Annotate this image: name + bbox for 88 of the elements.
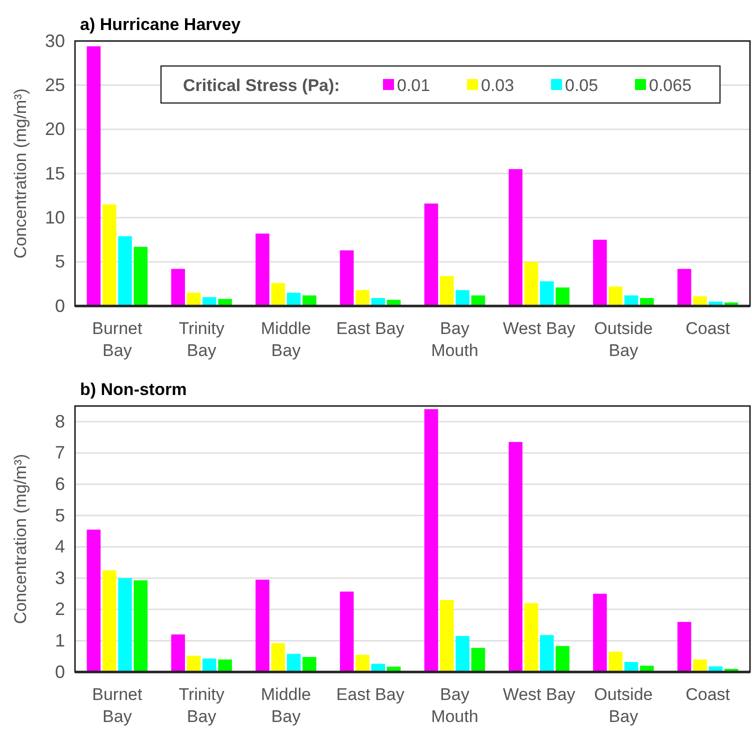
- bar: [286, 654, 301, 672]
- bar: [202, 658, 216, 672]
- bar: [677, 268, 692, 306]
- x-tick-label: Coast: [686, 685, 730, 704]
- x-tick-label: West Bay: [502, 319, 576, 338]
- bar: [134, 246, 148, 306]
- bar: [86, 46, 101, 306]
- y-tick-label: 8: [54, 411, 65, 432]
- legend-title: Critical Stress (Pa):: [183, 76, 340, 95]
- y-tick-label: 7: [54, 442, 65, 463]
- bar: [608, 286, 622, 306]
- x-tick-label: West Bay: [502, 685, 576, 704]
- bar: [256, 580, 270, 672]
- bar: [440, 600, 454, 672]
- bar: [440, 276, 454, 306]
- bar: [302, 656, 316, 672]
- y-tick-label: 25: [44, 74, 65, 95]
- bar: [540, 635, 554, 672]
- bar: [102, 204, 116, 306]
- bar: [340, 250, 354, 306]
- bar: [356, 290, 370, 306]
- x-tick-label: Burnet Bay: [92, 319, 143, 360]
- bar: [424, 409, 438, 672]
- y-tick-label: 5: [54, 252, 65, 272]
- legend-label: 0.01: [397, 76, 430, 95]
- legend-label: 0.03: [481, 76, 514, 95]
- bar: [118, 578, 132, 672]
- bar: [424, 204, 438, 306]
- bar: [118, 236, 132, 306]
- y-tick-label: 20: [44, 119, 65, 140]
- chart-title: b) Non-storm: [80, 380, 187, 399]
- y-tick-label: 2: [54, 599, 65, 620]
- x-tick-label: Trinity Bay: [178, 319, 225, 360]
- x-tick-label: Bay Mouth: [431, 685, 478, 726]
- bar: [593, 240, 607, 306]
- x-tick-label: East Bay: [336, 319, 405, 338]
- bar: [524, 603, 538, 672]
- y-axis-title: Concentration (mg/m³): [11, 88, 30, 259]
- bar: [693, 659, 707, 672]
- y-axis-title: Concentration (mg/m³): [11, 454, 30, 624]
- bar: [171, 268, 185, 306]
- x-tick-label: Bay Mouth: [431, 319, 478, 360]
- bar: [256, 234, 270, 306]
- x-tick-label: Outside Bay: [594, 319, 653, 360]
- x-tick-label: Middle Bay: [260, 319, 311, 360]
- bar: [202, 297, 216, 306]
- bar: [593, 594, 607, 672]
- x-tick-label: Outside Bay: [594, 685, 653, 726]
- bar: [508, 169, 522, 306]
- y-tick-label: 30: [44, 30, 65, 51]
- y-tick-label: 10: [44, 207, 65, 228]
- bar: [271, 283, 285, 306]
- bar: [134, 580, 148, 672]
- bar: [340, 592, 354, 672]
- bar: [186, 656, 201, 672]
- bar: [556, 646, 570, 672]
- legend-label: 0.05: [565, 76, 598, 95]
- bar: [171, 634, 185, 672]
- y-tick-label: 1: [54, 630, 65, 650]
- y-tick-label: 0: [54, 296, 65, 316]
- bar: [218, 659, 232, 672]
- x-tick-label: Coast: [686, 319, 730, 338]
- bar: [356, 654, 370, 672]
- chart-title: a) Hurricane Harvey: [80, 15, 242, 34]
- bar: [456, 290, 470, 306]
- bar: [524, 262, 538, 306]
- bar: [608, 652, 622, 672]
- bar: [508, 442, 522, 672]
- bar: [86, 530, 101, 672]
- bar: [302, 295, 316, 306]
- y-tick-label: 4: [54, 536, 65, 557]
- x-tick-label: East Bay: [336, 685, 405, 704]
- legend-label: 0.065: [649, 76, 692, 95]
- bar: [540, 281, 554, 306]
- y-tick-label: 0: [54, 662, 65, 682]
- x-tick-label: Trinity Bay: [178, 685, 225, 726]
- bar: [271, 643, 285, 672]
- y-tick-label: 5: [54, 505, 65, 526]
- bar: [456, 636, 470, 672]
- bar: [677, 622, 692, 672]
- bar: [471, 648, 486, 672]
- y-tick-label: 3: [54, 568, 65, 588]
- y-tick-label: 15: [44, 163, 65, 184]
- x-tick-label: Burnet Bay: [92, 685, 143, 726]
- x-tick-label: Middle Bay: [260, 685, 311, 726]
- y-tick-label: 6: [54, 474, 65, 494]
- bar: [102, 570, 116, 672]
- bar: [556, 287, 570, 306]
